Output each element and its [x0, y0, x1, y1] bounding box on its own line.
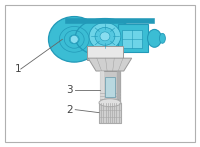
FancyBboxPatch shape [65, 17, 154, 24]
Text: 1: 1 [15, 64, 21, 74]
Ellipse shape [48, 17, 100, 62]
Ellipse shape [75, 19, 135, 56]
Ellipse shape [99, 99, 121, 107]
Polygon shape [88, 58, 132, 71]
Text: 3: 3 [67, 85, 73, 95]
FancyBboxPatch shape [105, 77, 115, 97]
Ellipse shape [148, 29, 161, 47]
FancyBboxPatch shape [122, 30, 142, 48]
FancyBboxPatch shape [87, 46, 123, 60]
FancyBboxPatch shape [100, 71, 120, 103]
Ellipse shape [95, 27, 115, 45]
Text: 2: 2 [67, 105, 73, 115]
FancyBboxPatch shape [118, 24, 148, 52]
Ellipse shape [89, 22, 121, 50]
FancyBboxPatch shape [102, 99, 118, 105]
Ellipse shape [70, 35, 78, 43]
FancyBboxPatch shape [99, 103, 121, 123]
Ellipse shape [100, 32, 110, 41]
Ellipse shape [159, 33, 165, 43]
